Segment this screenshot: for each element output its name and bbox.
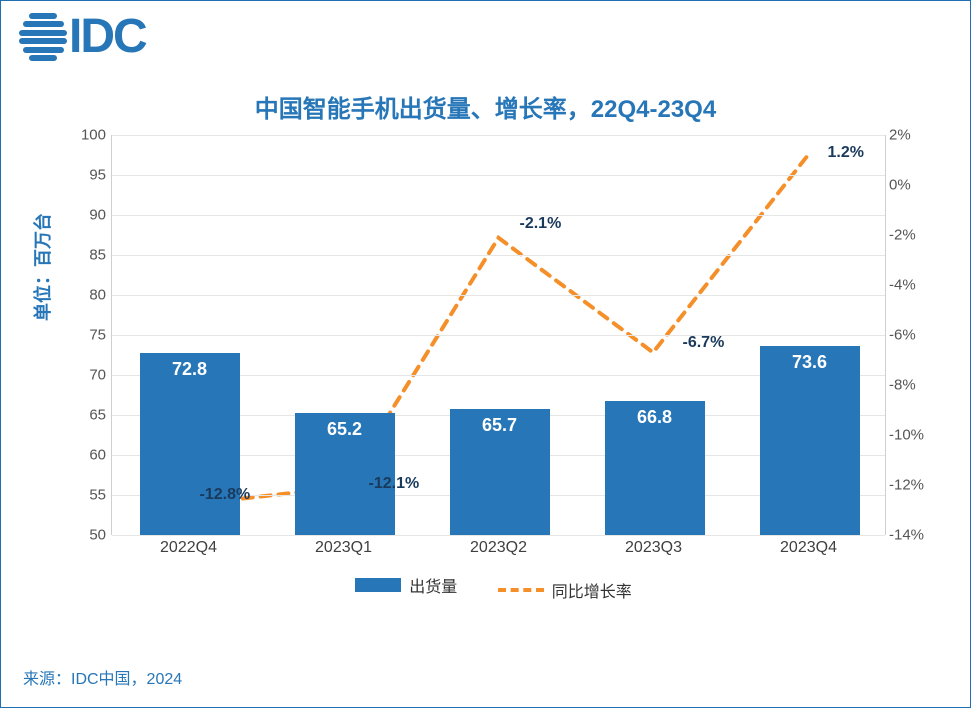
bar-value-label: 66.8: [605, 407, 705, 428]
bar-value-label: 65.2: [295, 419, 395, 440]
growth-value-label: -6.7%: [683, 334, 725, 352]
y-right-tick: 2%: [889, 127, 933, 144]
y-right-tick: -4%: [889, 277, 933, 294]
x-tick: 2023Q1: [315, 539, 372, 557]
y-right-tick: -2%: [889, 227, 933, 244]
source-text: 来源：IDC中国，2024: [23, 665, 182, 689]
chart-container: 50556065707580859095100-14%-12%-10%-8%-6…: [56, 131, 931, 601]
idc-logo: IDC: [19, 13, 146, 61]
y-left-tick: 95: [72, 167, 106, 184]
gridline: [112, 255, 885, 256]
y-left-tick: 100: [72, 127, 106, 144]
legend-line-item: 同比增长率: [498, 578, 632, 602]
y-right-tick: -6%: [889, 327, 933, 344]
growth-value-label: -2.1%: [520, 215, 562, 233]
y-right-tick: -8%: [889, 377, 933, 394]
y-axis-title: 单位：百万台: [29, 213, 55, 321]
legend-line-label: 同比增长率: [552, 578, 632, 602]
gridline: [112, 335, 885, 336]
bar-value-label: 73.6: [760, 352, 860, 373]
y-left-tick: 70: [72, 367, 106, 384]
bar-value-label: 65.7: [450, 415, 550, 436]
y-right-tick: -12%: [889, 477, 933, 494]
shipment-bar: 66.8: [605, 401, 705, 535]
x-tick: 2023Q3: [625, 539, 682, 557]
gridline: [112, 135, 885, 136]
gridline: [112, 215, 885, 216]
plot-area: 50556065707580859095100-14%-12%-10%-8%-6…: [111, 135, 886, 535]
growth-value-label: -12.1%: [369, 475, 420, 493]
legend-bar-label: 出货量: [409, 573, 457, 597]
x-tick: 2022Q4: [160, 539, 217, 557]
bar-value-label: 72.8: [140, 359, 240, 380]
shipment-bar: 73.6: [760, 346, 860, 535]
y-left-tick: 55: [72, 487, 106, 504]
y-left-tick: 75: [72, 327, 106, 344]
shipment-bar: 65.7: [450, 409, 550, 535]
x-tick: 2023Q4: [780, 539, 837, 557]
y-left-tick: 80: [72, 287, 106, 304]
legend: 出货量 同比增长率: [56, 573, 931, 602]
shipment-bar: 72.8: [140, 353, 240, 535]
gridline: [112, 295, 885, 296]
y-right-tick: -14%: [889, 527, 933, 544]
x-tick: 2023Q2: [470, 539, 527, 557]
growth-value-label: 1.2%: [828, 144, 864, 162]
logo-text: IDC: [69, 13, 146, 61]
logo-mark-icon: [19, 13, 67, 61]
y-right-tick: -10%: [889, 427, 933, 444]
legend-bar-item: 出货量: [355, 573, 457, 597]
growth-value-label: -12.8%: [200, 486, 251, 504]
chart-title: 中国智能手机出货量、增长率，22Q4-23Q4: [1, 89, 970, 124]
gridline: [112, 535, 885, 536]
gridline: [112, 175, 885, 176]
y-left-tick: 90: [72, 207, 106, 224]
legend-bar-icon: [355, 578, 401, 592]
legend-dash-icon: [498, 588, 544, 592]
y-left-tick: 85: [72, 247, 106, 264]
y-left-tick: 65: [72, 407, 106, 424]
y-left-tick: 60: [72, 447, 106, 464]
y-left-tick: 50: [72, 527, 106, 544]
y-right-tick: 0%: [889, 177, 933, 194]
